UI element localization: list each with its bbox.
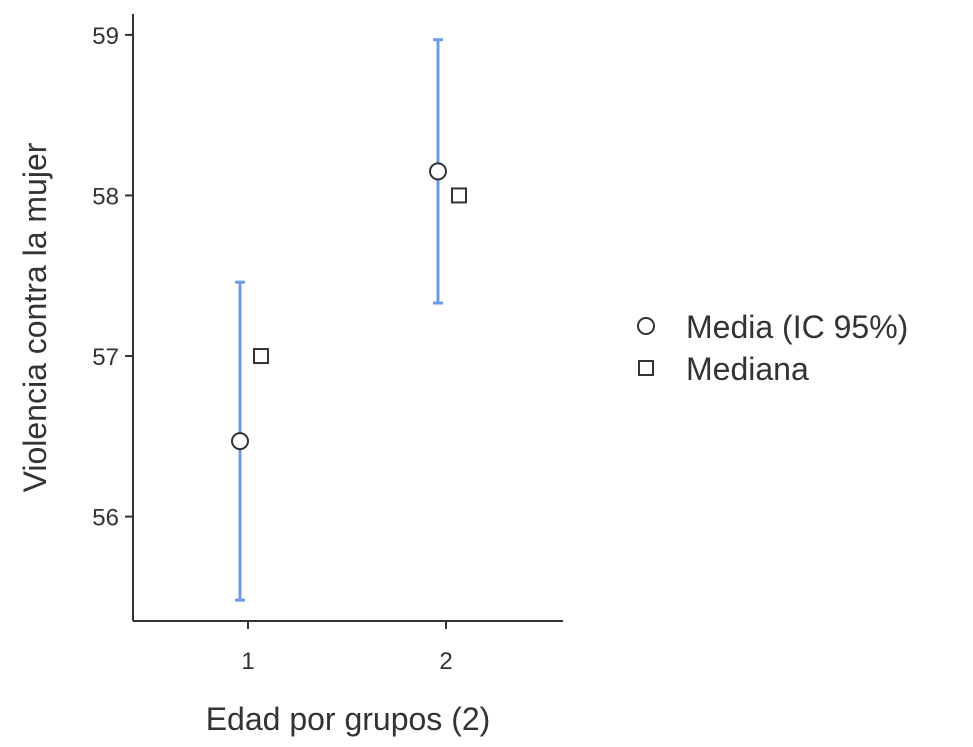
markers-layer: [231, 162, 467, 451]
y-tick-label: 59: [92, 23, 119, 50]
legend: Media (IC 95%) Mediana: [637, 309, 908, 387]
x-axis-title: Edad por grupos (2): [206, 701, 491, 737]
legend-media-label: Media (IC 95%): [686, 309, 908, 345]
legend-mediana-marker: [638, 360, 654, 376]
mean-point: [231, 432, 249, 451]
legend-media-marker: [637, 317, 655, 335]
median-point: [253, 348, 269, 365]
y-tick-label: 57: [92, 344, 119, 371]
errorbars-layer: [235, 38, 443, 602]
legend-mediana-label: Mediana: [686, 351, 809, 387]
y-tick-label: 56: [92, 505, 119, 532]
x-tick-label: 2: [439, 648, 452, 675]
x-tick-label: 1: [241, 648, 254, 675]
mean-point: [429, 162, 447, 181]
y-axis-title: Violencia contra la mujer: [17, 142, 53, 492]
y-axis-ticks: 56 57 58 59: [92, 23, 133, 532]
median-point: [451, 187, 467, 204]
y-tick-label: 58: [92, 183, 119, 210]
